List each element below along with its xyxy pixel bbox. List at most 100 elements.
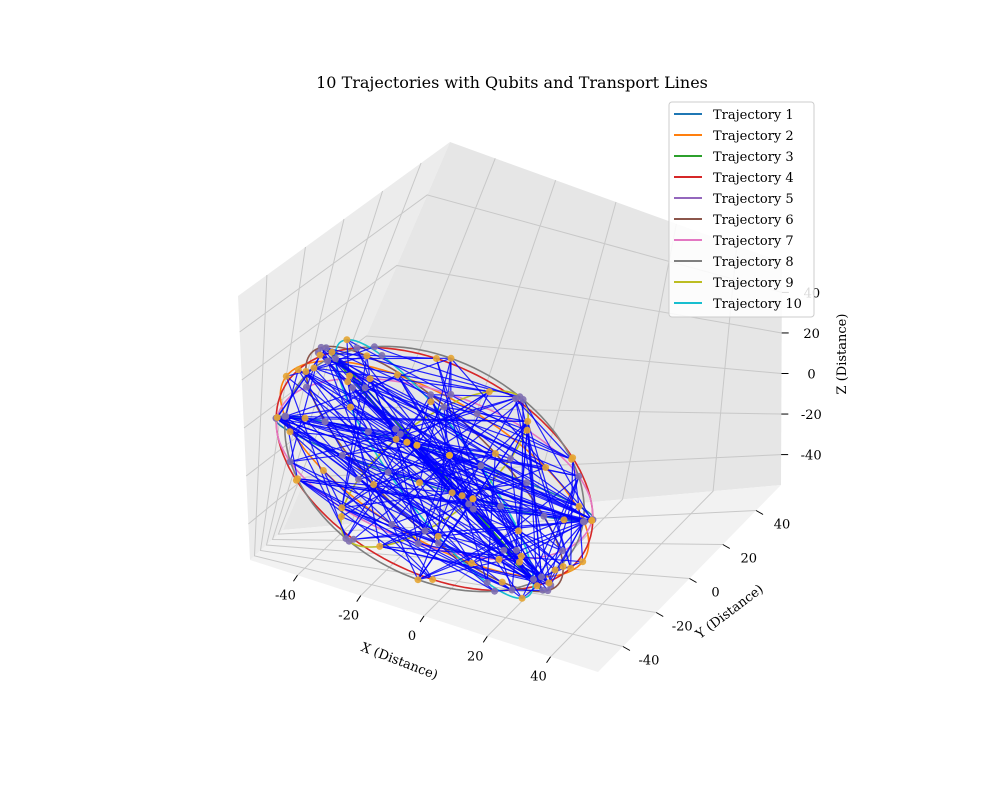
qubit-marker	[579, 558, 587, 566]
qubit-marker	[286, 428, 294, 436]
legend-entry: Trajectory 1	[713, 108, 794, 123]
legend-entry: Trajectory 7	[713, 234, 794, 249]
grid-line-z	[241, 264, 782, 381]
qubit-marker	[497, 502, 505, 510]
qubit-marker	[500, 546, 508, 554]
qubit-marker	[516, 393, 524, 401]
transport-line	[296, 479, 469, 505]
qubit-marker	[448, 489, 456, 497]
qubit-marker	[282, 372, 290, 380]
transport-line	[451, 420, 529, 494]
qubit-marker	[338, 451, 346, 459]
grid-line-x	[550, 245, 738, 658]
qubit-marker	[364, 428, 372, 436]
qubit-marker	[414, 576, 422, 584]
qubit-marker	[542, 464, 550, 471]
grid-line-y	[253, 274, 624, 647]
qubit-marker	[282, 412, 290, 420]
transport-line	[341, 454, 450, 518]
qubit-marker	[575, 472, 583, 480]
y-tick-label: 0	[711, 586, 719, 601]
transport-line	[276, 417, 585, 523]
qubit-marker	[302, 368, 310, 375]
qubit-marker	[485, 388, 493, 396]
qubit-markers	[272, 336, 597, 602]
x-tick-label: 0	[408, 629, 416, 644]
qubit-marker	[469, 505, 477, 513]
legend-entry: Trajectory 9	[713, 276, 794, 291]
qubit-marker	[370, 343, 378, 351]
qubit-marker	[384, 468, 392, 476]
qubit-marker	[317, 343, 325, 351]
transport-line	[364, 387, 580, 477]
y-tick-mark	[689, 578, 697, 583]
qubit-marker	[370, 481, 378, 488]
qubit-marker	[328, 348, 336, 356]
qubit-marker	[392, 435, 400, 443]
qubit-marker	[378, 352, 386, 359]
qubit-marker	[508, 586, 516, 594]
qubit-marker	[530, 575, 537, 583]
qubit-marker	[349, 384, 356, 392]
qubit-marker	[396, 430, 404, 438]
grid-line-y	[265, 218, 690, 579]
legend: Trajectory 1 Trajectory 2 Trajectory 3 Traj…	[668, 101, 815, 318]
transport-line	[374, 346, 524, 401]
transport-line	[578, 506, 584, 562]
transport-line	[417, 519, 565, 581]
x-tick-label: 20	[467, 649, 484, 664]
qubit-marker	[316, 351, 324, 359]
qubit-marker	[575, 502, 583, 510]
pane-left	[238, 142, 450, 560]
y-tick-mark	[655, 612, 664, 617]
legend-entry: Trajectory 4	[713, 171, 794, 186]
qubit-marker	[321, 418, 329, 426]
transport-line	[379, 498, 474, 547]
qubit-marker	[533, 582, 541, 590]
z-axis-label: Z (Distance)	[835, 314, 850, 395]
transport-line	[305, 386, 360, 480]
transport-line	[305, 371, 426, 532]
transport-line	[320, 346, 593, 522]
x-tick-mark	[356, 595, 362, 602]
transport-line	[324, 421, 496, 455]
x-tick-mark	[293, 574, 298, 582]
qubit-marker	[469, 495, 477, 503]
qubit-marker	[286, 458, 294, 466]
qubit-marker	[416, 479, 423, 487]
transport-line	[320, 347, 426, 532]
x-tick-mark	[419, 615, 425, 623]
transport-line	[406, 441, 505, 551]
transport-line	[322, 470, 343, 509]
qubit-marker	[468, 559, 476, 567]
z-tick-label: 0	[807, 368, 815, 383]
legend-entry: Trajectory 6	[713, 213, 794, 228]
transport-line	[418, 543, 500, 560]
transport-line	[285, 416, 350, 542]
transport-line	[275, 347, 327, 419]
grid-line-z	[243, 335, 782, 429]
qubit-marker	[434, 539, 442, 547]
qubit-marker	[491, 587, 499, 595]
y-tick-label: -20	[672, 620, 693, 635]
qubit-marker	[458, 492, 466, 500]
transport-line	[346, 339, 572, 460]
transport-line	[430, 394, 488, 583]
transport-line	[406, 441, 519, 532]
qubit-marker	[337, 513, 345, 521]
legend-box	[668, 101, 815, 318]
qubit-marker	[346, 372, 353, 380]
qubit-marker	[388, 520, 396, 528]
qubit-marker	[440, 403, 448, 411]
qubit-marker	[403, 438, 411, 446]
x-tick-label: -40	[275, 588, 296, 603]
qubit-marker	[538, 573, 545, 581]
transport-line	[290, 396, 521, 463]
qubit-marker	[513, 546, 520, 554]
grid-line-z	[248, 454, 782, 525]
qubit-marker	[473, 410, 481, 418]
grid-line-z	[239, 194, 782, 333]
qubit-marker	[544, 587, 552, 595]
qubit-marker	[319, 467, 327, 474]
